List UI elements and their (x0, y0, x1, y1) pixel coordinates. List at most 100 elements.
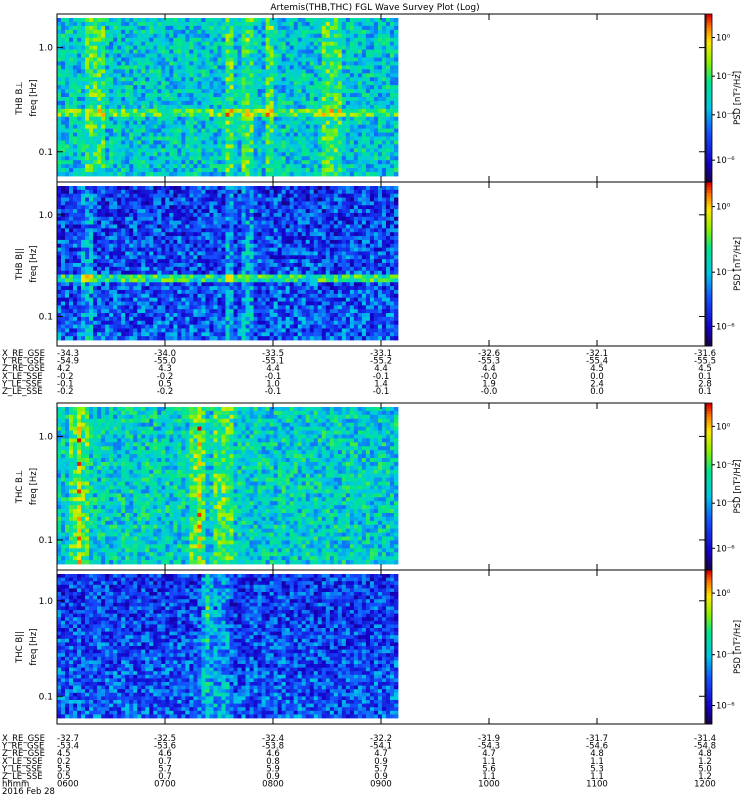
spectrogram-cell (65, 316, 70, 322)
spectrogram-cell (269, 21, 275, 27)
spectrogram-cell (85, 205, 90, 210)
spectrogram-cell (197, 156, 202, 161)
spectrogram-cell (377, 136, 383, 141)
spectrogram-cell (77, 263, 82, 268)
spectrogram-cell (85, 305, 90, 310)
spectrogram-cell (121, 236, 126, 241)
spectrogram-cell (141, 320, 146, 325)
spectrogram-cell (349, 57, 355, 62)
spectrogram-cell (69, 293, 74, 299)
spectrogram-cell (61, 297, 66, 302)
spectrogram-cell (177, 85, 182, 90)
spectrogram-cell (381, 93, 387, 98)
spectrogram-cell (101, 164, 106, 169)
spectrogram-cell (137, 274, 142, 279)
spectrogram-cell (145, 236, 150, 241)
spectrogram-cell (89, 247, 94, 252)
spectrogram-cell (129, 201, 134, 206)
spectrogram-cell (69, 104, 74, 110)
spectrogram-cell (93, 274, 98, 279)
spectrogram-cell (173, 278, 178, 283)
spectrogram-cell (193, 49, 198, 54)
spectrogram-cell (109, 41, 114, 47)
spectrogram-cell (197, 73, 202, 78)
spectrogram-cell (181, 100, 186, 106)
spectrogram-cell (181, 29, 186, 35)
spectrogram-cell (133, 282, 138, 287)
spectrogram-cell (149, 263, 154, 268)
spectrogram-cell (65, 124, 70, 129)
spectrogram-cell (157, 186, 162, 191)
spectrogram-cell (173, 286, 178, 291)
spectrogram-cell (277, 18, 283, 23)
spectrogram-cell (173, 212, 178, 218)
spectrogram-cell (81, 316, 86, 322)
spectrogram-cell (353, 97, 359, 102)
spectrogram-cell (189, 301, 194, 306)
spectrogram-cell (77, 65, 82, 70)
spectrogram-cell (377, 85, 383, 90)
spectrogram-cell (169, 209, 174, 214)
spectrogram-cell (189, 112, 194, 118)
spectrogram-cell (137, 224, 142, 229)
spectrogram-cell (77, 282, 82, 287)
spectrogram-cell (165, 69, 170, 74)
spectrogram-cell (361, 108, 367, 114)
spectrogram-cell (321, 33, 327, 39)
spectrogram-cell (153, 124, 158, 129)
spectrogram-cell (157, 172, 162, 177)
spectrogram-cell (57, 128, 62, 133)
spectrogram-cell (157, 132, 162, 137)
spectrogram-cell (117, 320, 122, 325)
spectrogram-cell (65, 286, 70, 291)
spectrogram-cell (269, 85, 275, 90)
spectrogram-cell (121, 278, 126, 283)
colorbar-segment (706, 165, 712, 169)
spectrogram-cell (189, 89, 194, 94)
spectrogram-cell (97, 61, 102, 66)
spectrogram-cell (281, 69, 287, 74)
spectrogram-cell (189, 160, 194, 165)
spectrogram-cell (321, 77, 327, 82)
spectrogram-cell (325, 57, 331, 62)
spectrogram-cell (109, 29, 114, 35)
spectrogram-cell (81, 148, 86, 153)
spectrogram-cell (241, 25, 246, 31)
spectrogram-cell (149, 89, 154, 94)
spectrogram-cell (125, 332, 130, 337)
spectrogram-cell (301, 97, 307, 102)
spectrogram-cell (117, 255, 122, 260)
spectrogram-cell (93, 259, 98, 264)
spectrogram-cell (345, 116, 351, 122)
spectrogram-cell (177, 100, 182, 106)
spectrogram-cell (81, 243, 86, 248)
spectrogram-cell (101, 112, 106, 118)
spectrogram-cell (181, 49, 186, 54)
spectrogram-cell (165, 186, 170, 191)
spectrogram-cell (265, 85, 271, 90)
spectrogram-cell (177, 255, 182, 260)
spectrogram-cell (185, 189, 190, 195)
spectrogram-cell (297, 152, 303, 157)
spectrogram-cell (365, 33, 371, 39)
spectrogram-cell (345, 172, 351, 177)
spectrogram-cell (153, 270, 158, 275)
spectrogram-cell (189, 132, 194, 137)
spectrogram-cell (105, 259, 110, 264)
spectrogram-cell (229, 156, 234, 161)
spectrogram-cell (77, 278, 82, 283)
spectrogram-cell (253, 37, 258, 43)
spectrogram-cell (109, 297, 114, 302)
spectrogram-cell (121, 313, 126, 318)
spectrogram-cell (197, 297, 202, 302)
spectrogram-cell (133, 89, 138, 94)
spectrogram-cell (321, 97, 327, 102)
spectrogram-cell (181, 140, 186, 145)
spectrogram-cell (117, 45, 122, 50)
spectrogram-cell (365, 73, 371, 78)
spectrogram-cell (221, 53, 226, 58)
spectrogram-cell (277, 164, 283, 169)
spectrogram-cell (289, 89, 295, 94)
spectrogram-cell (121, 309, 126, 314)
spectrogram-cell (281, 41, 287, 47)
